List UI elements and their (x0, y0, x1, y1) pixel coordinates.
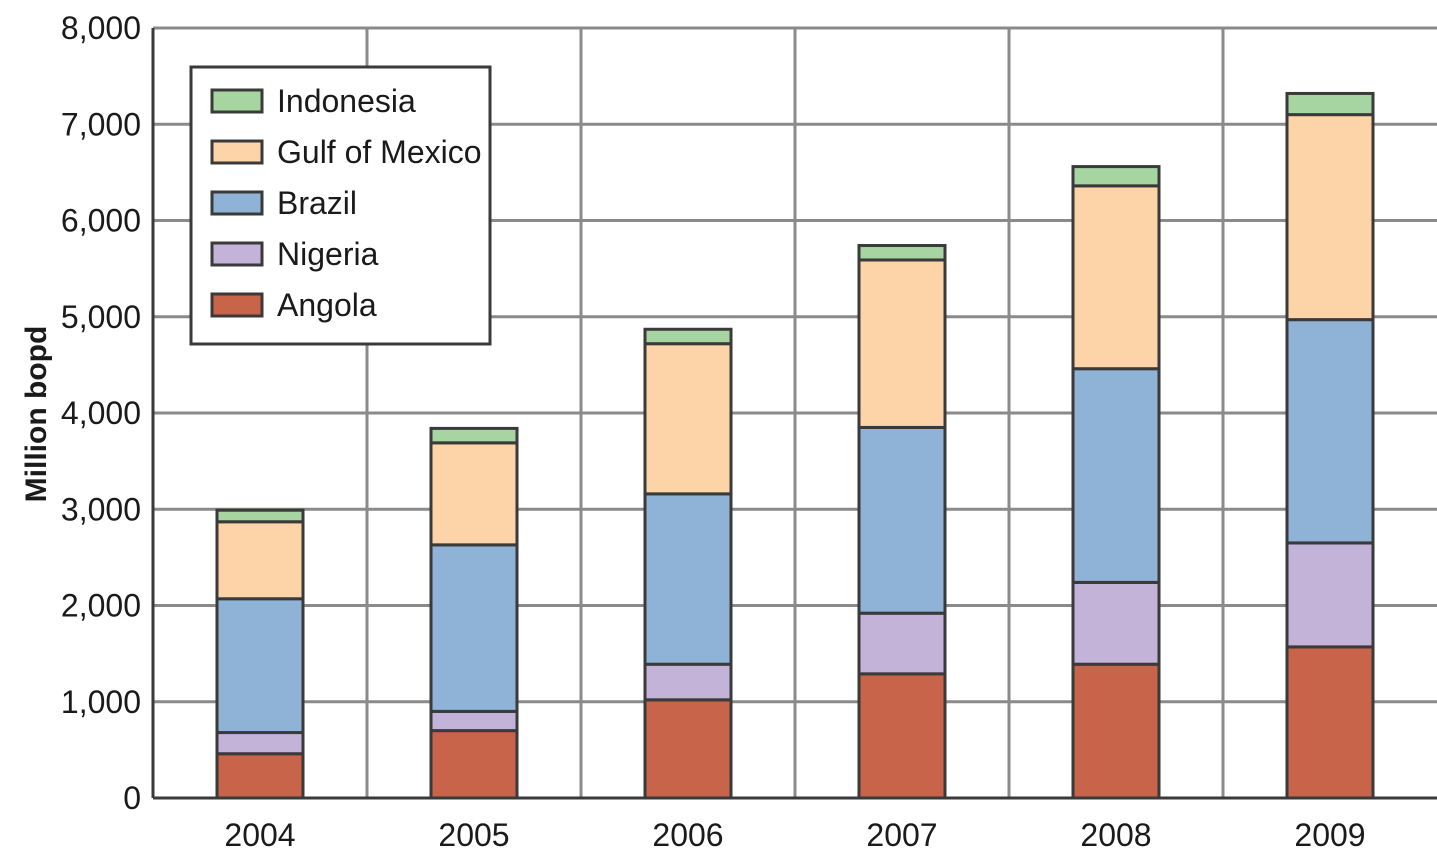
bar-segment-angola (429, 729, 519, 800)
legend-swatch (210, 292, 264, 318)
bar-segment-angola (857, 672, 947, 800)
x-tick-label: 2009 (1294, 817, 1365, 853)
bar-segment-indonesia (1071, 165, 1161, 188)
bar-segment-brazil (429, 543, 519, 713)
y-tick-label: 0 (123, 780, 141, 816)
bar-segment-angola (215, 752, 305, 800)
bar-segment-brazil (643, 492, 733, 666)
bar-segment-nigeria (429, 709, 519, 733)
bar-segment-indonesia (429, 426, 519, 445)
y-tick-label: 3,000 (61, 491, 141, 527)
y-tick-label: 2,000 (61, 588, 141, 624)
legend-label: Gulf of Mexico (277, 134, 482, 170)
y-tick-label: 8,000 (61, 10, 141, 46)
legend-label: Angola (277, 287, 377, 323)
bar-segment-indonesia (1285, 91, 1375, 117)
bar-segment-nigeria (643, 662, 733, 702)
axes: 0 1,000 2,000 3,000 4,000 5,000 6,000 7,000 8,00… (61, 10, 1437, 853)
bar-segment-brazil (1071, 367, 1161, 584)
bars (215, 91, 1375, 800)
bar-segment-gulf-of-mexico (215, 520, 305, 601)
x-tick-label: 2005 (438, 817, 509, 853)
y-tick-label: 5,000 (61, 299, 141, 335)
bar-segment-gulf-of-mexico (643, 342, 733, 496)
bar-segment-gulf-of-mexico (857, 258, 947, 429)
bar-stack-2005 (429, 426, 519, 800)
bar-segment-nigeria (857, 611, 947, 676)
bar-stack-2006 (643, 327, 733, 800)
bar-stack-2004 (215, 508, 305, 800)
legend-swatch (210, 139, 264, 165)
bar-segment-indonesia (857, 244, 947, 262)
y-tick-label: 7,000 (61, 106, 141, 142)
bar-stack-2009 (1285, 91, 1375, 800)
bar-segment-brazil (1285, 318, 1375, 545)
y-tick-label: 6,000 (61, 203, 141, 239)
bar-segment-gulf-of-mexico (1071, 184, 1161, 371)
legend-swatch (210, 88, 264, 114)
bar-segment-brazil (215, 597, 305, 735)
y-axis-title: Million bopd (20, 326, 53, 503)
bar-segment-angola (643, 698, 733, 800)
bar-segment-nigeria (1071, 580, 1161, 666)
y-tick-label: 4,000 (61, 395, 141, 431)
legend-label: Brazil (277, 185, 357, 221)
bar-segment-indonesia (643, 327, 733, 346)
bar-segment-gulf-of-mexico (1285, 113, 1375, 322)
x-tick-label: 2006 (652, 817, 723, 853)
bar-segment-nigeria (1285, 541, 1375, 649)
bar-stack-2007 (857, 244, 947, 800)
bar-segment-angola (1285, 645, 1375, 800)
bar-segment-nigeria (215, 731, 305, 756)
legend-label: Indonesia (277, 83, 416, 119)
bar-segment-angola (1071, 662, 1161, 800)
bar-stack-2008 (1071, 165, 1161, 800)
legend-swatch (210, 190, 264, 216)
x-tick-label: 2008 (1080, 817, 1151, 853)
legend-label: Nigeria (277, 236, 379, 272)
legend-swatch (210, 241, 264, 267)
x-tick-label: 2007 (866, 817, 937, 853)
bar-segment-gulf-of-mexico (429, 441, 519, 547)
y-tick-label: 1,000 (61, 684, 141, 720)
bar-segment-brazil (857, 425, 947, 615)
legend: Indonesia Gulf of Mexico Brazil Nigeria Ango… (189, 65, 492, 346)
x-tick-label: 2004 (224, 817, 295, 853)
bar-segment-indonesia (215, 508, 305, 524)
